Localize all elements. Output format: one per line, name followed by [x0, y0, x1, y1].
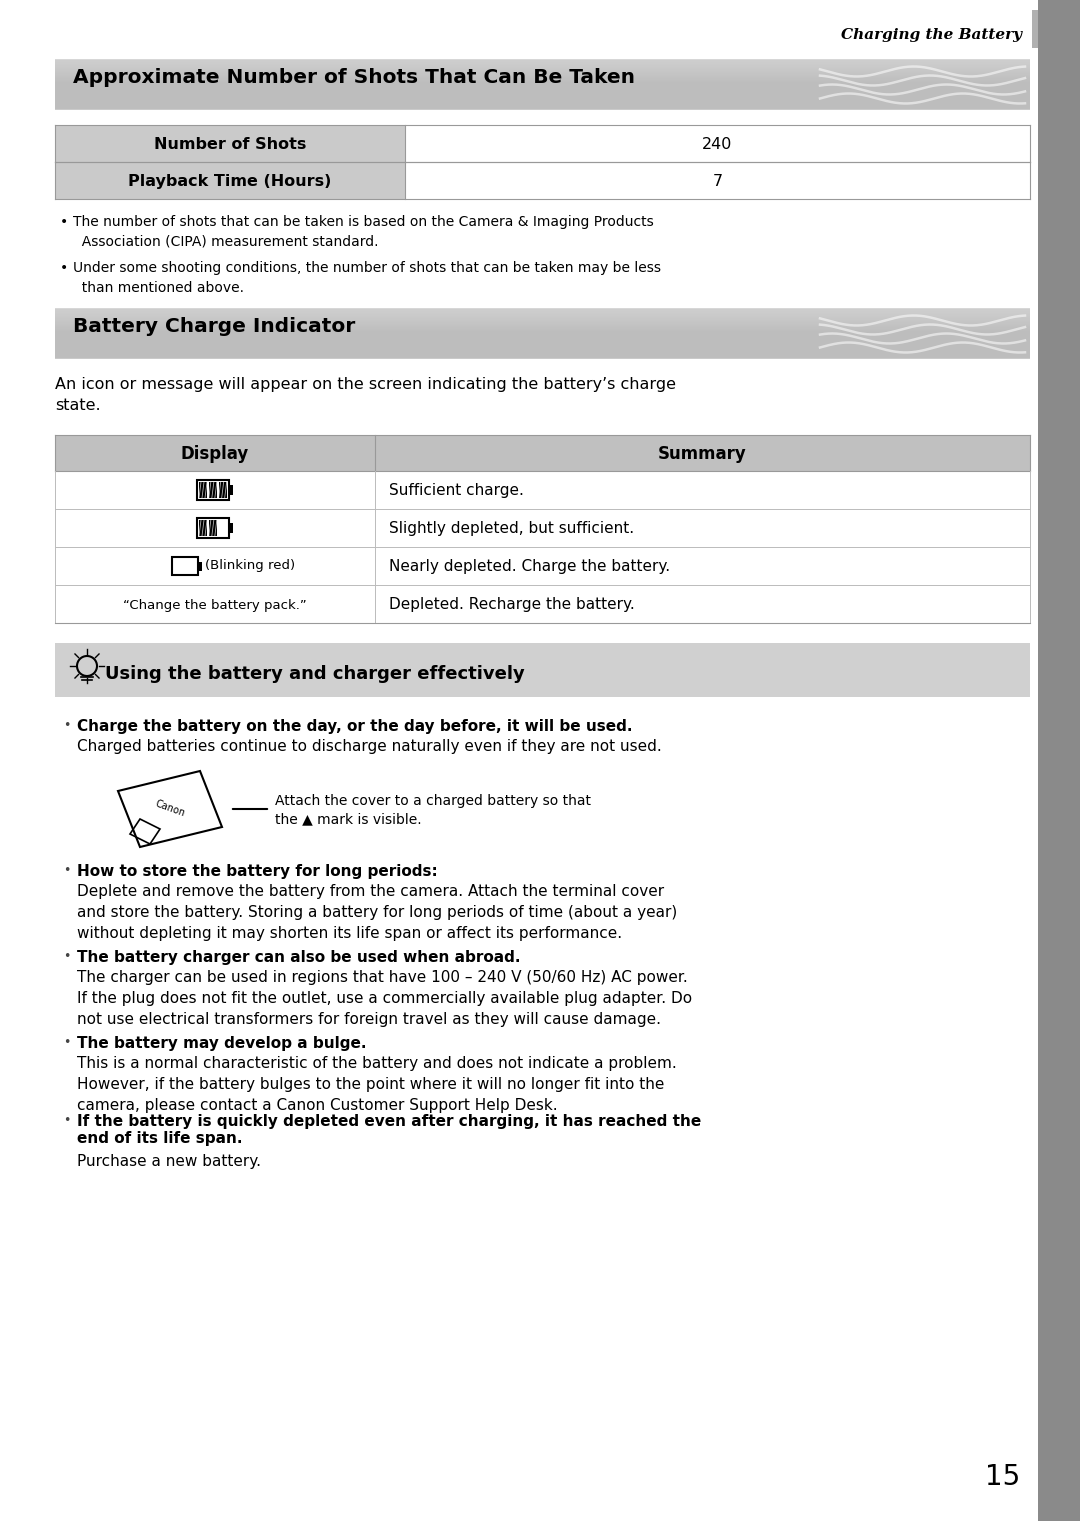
Text: “Change the battery pack.”: “Change the battery pack.”	[123, 598, 307, 611]
Bar	[55, 163, 405, 199]
Bar	[55, 510, 1030, 548]
Bar	[172, 557, 198, 575]
Bar	[375, 435, 1030, 472]
Text: Depleted. Recharge the battery.: Depleted. Recharge the battery.	[389, 598, 635, 613]
Bar	[229, 485, 233, 494]
Text: Nearly depleted. Charge the battery.: Nearly depleted. Charge the battery.	[389, 560, 670, 575]
Text: (Blinking red): (Blinking red)	[205, 560, 295, 572]
Bar	[208, 520, 217, 535]
Bar	[208, 482, 217, 497]
Text: The charger can be used in regions that have 100 – 240 V (50/60 Hz) AC power.
If: The charger can be used in regions that …	[77, 970, 692, 1027]
Bar	[55, 586, 1030, 624]
Bar	[199, 520, 207, 535]
Bar	[55, 435, 375, 472]
Text: •: •	[63, 864, 70, 878]
Text: •: •	[63, 1113, 70, 1127]
Text: The battery may develop a bulge.: The battery may develop a bulge.	[77, 1036, 366, 1051]
Text: Playback Time (Hours): Playback Time (Hours)	[129, 173, 332, 189]
Text: An icon or message will appear on the screen indicating the battery’s charge
sta: An icon or message will appear on the sc…	[55, 377, 676, 414]
Bar	[229, 523, 233, 532]
Text: Display: Display	[180, 446, 249, 462]
Bar	[1032, 11, 1038, 49]
Bar	[55, 472, 1030, 510]
Bar	[405, 125, 1030, 163]
Text: •: •	[63, 951, 70, 963]
Text: Slightly depleted, but sufficient.: Slightly depleted, but sufficient.	[389, 522, 634, 537]
Bar	[405, 163, 1030, 199]
Text: Canon: Canon	[153, 799, 187, 818]
Text: If the battery is quickly depleted even after charging, it has reached the
end o: If the battery is quickly depleted even …	[77, 1113, 701, 1147]
Text: Using the battery and charger effectively: Using the battery and charger effectivel…	[105, 665, 525, 683]
Text: The battery charger can also be used when abroad.: The battery charger can also be used whe…	[77, 951, 521, 964]
Text: Charging the Battery: Charging the Battery	[841, 27, 1022, 43]
Bar	[55, 125, 405, 163]
Bar	[197, 481, 229, 500]
Text: 240: 240	[702, 137, 732, 152]
Bar	[218, 482, 227, 497]
Text: Under some shooting conditions, the number of shots that can be taken may be les: Under some shooting conditions, the numb…	[73, 262, 661, 295]
Text: Charged batteries continue to discharge naturally even if they are not used.: Charged batteries continue to discharge …	[77, 739, 662, 754]
Bar	[199, 482, 207, 497]
Bar	[55, 548, 1030, 586]
Bar	[198, 561, 202, 570]
Text: Charge the battery on the day, or the day before, it will be used.: Charge the battery on the day, or the da…	[77, 719, 633, 735]
Text: Summary: Summary	[658, 446, 747, 462]
Text: Number of Shots: Number of Shots	[153, 137, 307, 152]
Text: Attach the cover to a charged battery so that: Attach the cover to a charged battery so…	[275, 794, 591, 808]
Text: the ▲ mark is visible.: the ▲ mark is visible.	[275, 812, 421, 826]
Text: •: •	[60, 262, 68, 275]
Text: Purchase a new battery.: Purchase a new battery.	[77, 1154, 261, 1170]
Text: Battery Charge Indicator: Battery Charge Indicator	[73, 316, 355, 336]
Text: Approximate Number of Shots That Can Be Taken: Approximate Number of Shots That Can Be …	[73, 68, 635, 87]
Bar	[55, 643, 1030, 697]
Text: •: •	[63, 719, 70, 732]
Text: This is a normal characteristic of the battery and does not indicate a problem.
: This is a normal characteristic of the b…	[77, 1056, 677, 1113]
Text: 7: 7	[713, 173, 723, 189]
Text: How to store the battery for long periods:: How to store the battery for long period…	[77, 864, 437, 879]
Text: •: •	[63, 1036, 70, 1049]
Text: The number of shots that can be taken is based on the Camera & Imaging Products
: The number of shots that can be taken is…	[73, 214, 653, 248]
Text: Deplete and remove the battery from the camera. Attach the terminal cover
and st: Deplete and remove the battery from the …	[77, 884, 677, 941]
Text: •: •	[60, 214, 68, 230]
Bar	[197, 519, 229, 538]
Bar	[1038, 0, 1080, 1521]
Text: 15: 15	[985, 1463, 1020, 1491]
Text: Sufficient charge.: Sufficient charge.	[389, 484, 524, 499]
